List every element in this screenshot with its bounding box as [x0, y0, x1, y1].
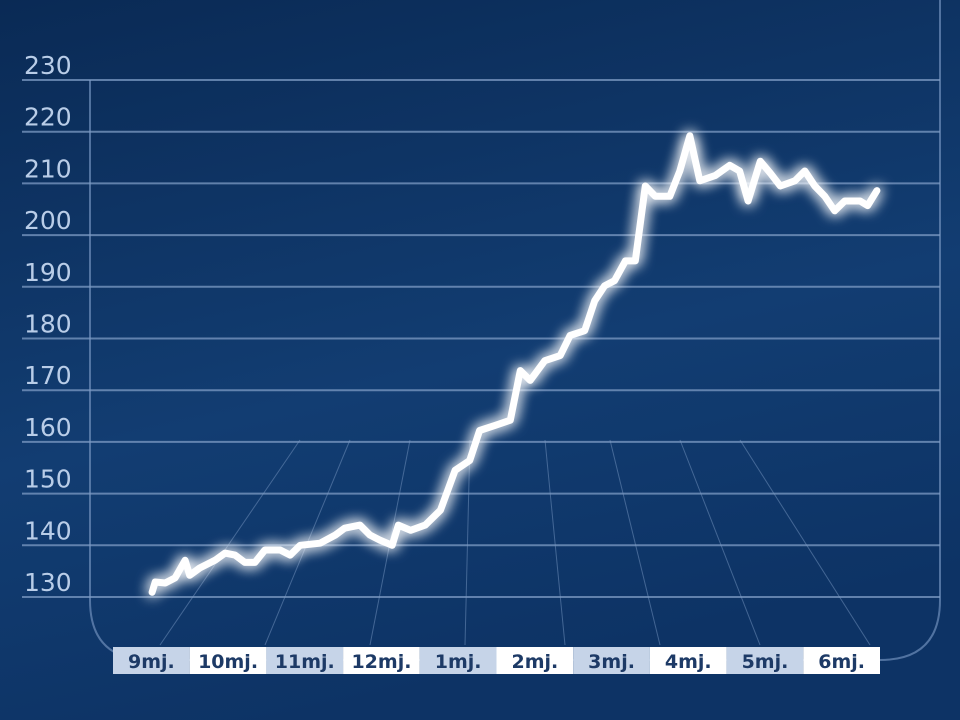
y-tick-label: 210 [24, 154, 72, 183]
x-tick-box [113, 647, 190, 674]
x-tick-label: 12mj. [351, 651, 411, 673]
x-tick-box [573, 647, 650, 674]
y-tick-label: 140 [24, 516, 72, 545]
x-tick-box [803, 647, 880, 674]
x-axis: 9mj. 10mj. 11mj. 12mj. 1mj. 2mj. 3mj. 4mj. 5mj. 6… [113, 647, 880, 674]
grid: 130 140 150 160 170 180 190 200 210 220 230 [22, 51, 940, 598]
x-tick-label: 3mj. [588, 651, 635, 673]
perspective-lines [159, 439, 871, 646]
x-tick-label: 1mj. [435, 651, 482, 673]
x-tick-box [266, 647, 344, 674]
y-tick-label: 200 [24, 206, 72, 235]
x-tick-label: 9mj. [128, 651, 175, 673]
y-tick-label: 150 [24, 465, 72, 494]
x-tick-label: 11mj. [275, 651, 335, 673]
x-tick-box [726, 647, 804, 674]
x-tick-box [189, 647, 267, 674]
y-tick-label: 220 [24, 103, 72, 132]
y-tick-label: 170 [24, 361, 72, 390]
x-tick-label: 6mj. [818, 651, 865, 673]
x-tick-box [496, 647, 574, 674]
data-line [148, 132, 881, 596]
x-tick-box [419, 647, 497, 674]
y-tick-label: 230 [24, 51, 72, 80]
x-tick-box [649, 647, 727, 674]
y-tick-label: 180 [24, 310, 72, 339]
x-tick-box [343, 647, 420, 674]
y-tick-label: 160 [24, 413, 72, 442]
y-tick-label: 130 [24, 568, 72, 597]
x-tick-label: 5mj. [742, 651, 789, 673]
plot [148, 132, 881, 596]
y-tick-label: 190 [24, 258, 72, 287]
x-tick-label: 4mj. [665, 651, 712, 673]
x-tick-label: 2mj. [511, 651, 558, 673]
x-tick-label: 10mj. [198, 651, 258, 673]
